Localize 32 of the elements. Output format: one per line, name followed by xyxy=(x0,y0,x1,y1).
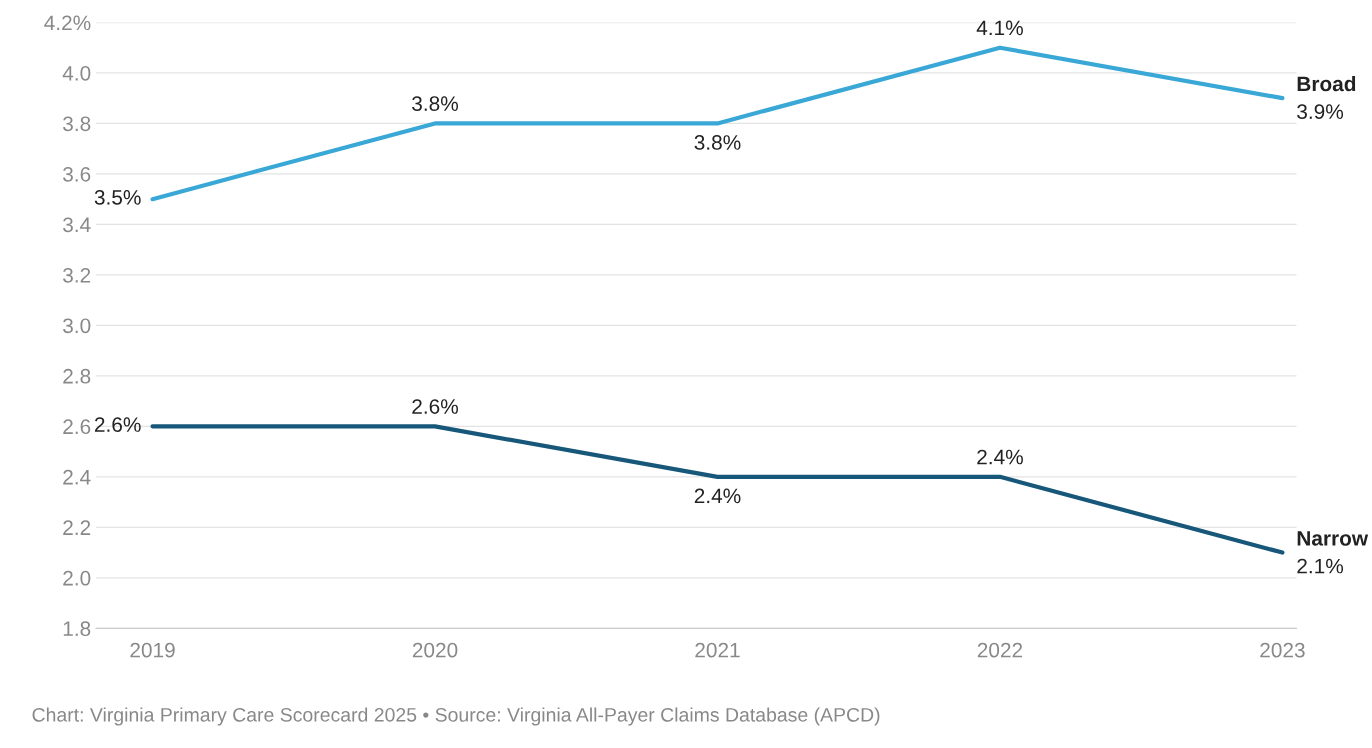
y-tick-label: 3.4 xyxy=(63,217,91,233)
x-tick-label: 2019 xyxy=(130,642,175,658)
x-tick-label: 2020 xyxy=(412,642,458,658)
data-label: 3.8% xyxy=(412,96,459,111)
y-tick-label: 2.4 xyxy=(63,469,91,485)
y-tick-label: 3.6 xyxy=(63,166,91,182)
text: Chart: Virginia Primary Care Scorecard 2025 • Source: Virginia All-Payer Claims Database (APCD) xyxy=(32,707,880,726)
data-label: 2.4% xyxy=(694,488,741,504)
data-label: 2.4% xyxy=(977,449,1023,465)
series-label: Narrow xyxy=(1297,531,1369,546)
data-label: 3.5% xyxy=(94,189,141,205)
data-label: 2.1% xyxy=(1297,558,1344,574)
y-tick-label: 2.6 xyxy=(63,419,91,435)
x-tick-label: 2021 xyxy=(695,642,740,658)
data-label: 3.8% xyxy=(694,135,741,150)
y-tick-label: 2.0 xyxy=(63,570,91,586)
y-tick-label: 4.2% xyxy=(44,15,91,31)
series-label: Broad xyxy=(1297,75,1356,92)
y-tick-label: 2.8 xyxy=(63,368,91,384)
line-series xyxy=(150,45,1285,202)
data-label: 3.9% xyxy=(1297,104,1344,120)
y-tick-label: 4.0 xyxy=(62,65,91,81)
x-tick-label: 2022 xyxy=(977,642,1023,658)
y-tick-label: 3.8 xyxy=(63,116,91,132)
y-tick-label: 3.2 xyxy=(63,267,91,283)
data-label: 2.6% xyxy=(94,417,141,432)
x-tick-label: 2023 xyxy=(1260,642,1305,658)
y-tick-label: 2.2 xyxy=(63,520,91,535)
y-tick-label: 3.0 xyxy=(63,318,91,334)
data-label: 4.1% xyxy=(976,20,1023,36)
y-tick-label: 1.8 xyxy=(63,621,91,637)
data-label: 2.6% xyxy=(412,399,459,414)
